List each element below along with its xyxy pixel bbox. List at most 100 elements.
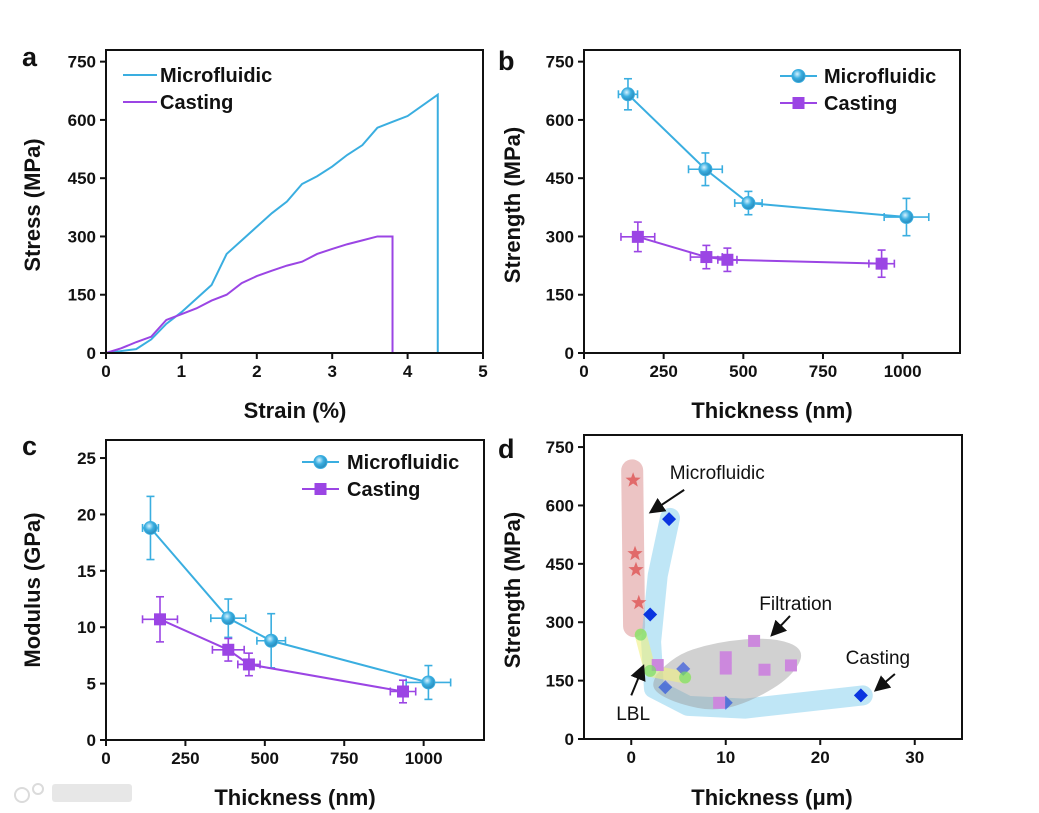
- data-point: [784, 659, 797, 672]
- x-axis-label: Thickness (nm): [214, 785, 375, 810]
- x-axis-label: Strain (%): [244, 398, 347, 423]
- data-point: [662, 512, 677, 527]
- data-point: [741, 196, 756, 211]
- y-tick-label: 750: [546, 438, 574, 457]
- plot-frame: [105, 439, 485, 741]
- legend-label: Casting: [160, 92, 233, 114]
- x-tick-label: 4: [403, 362, 413, 381]
- x-tick-label: 250: [171, 749, 199, 768]
- x-tick-label: 250: [649, 362, 677, 381]
- series-line: [105, 235, 394, 354]
- panel-b: 0 250 500 750 1000 0 150 300 450 600 750 Thickness …: [498, 46, 961, 423]
- series-lbl: [634, 628, 692, 684]
- data-point: [397, 685, 409, 698]
- annotation-label: Microfluidic: [670, 463, 765, 484]
- annotation-filtration: Filtration: [759, 594, 832, 637]
- y-tick-label: 750: [68, 53, 96, 72]
- y-tick-label: 300: [68, 227, 96, 246]
- x-tick-label: 0: [101, 362, 110, 381]
- x-tick-label: 750: [809, 362, 837, 381]
- x-tick-label: 0: [101, 749, 110, 768]
- panel-letter: b: [498, 46, 515, 76]
- x-axis-label: Thickness (nm): [691, 398, 852, 423]
- y-tick-label: 450: [546, 169, 574, 188]
- data-point: [719, 651, 732, 664]
- annotation-arrow: [630, 664, 646, 696]
- data-point: [721, 253, 734, 266]
- annotation-arrow: [873, 673, 896, 692]
- watermark-logo: [14, 783, 132, 803]
- series-microfluidic: [625, 472, 647, 610]
- x-tick-label: 20: [811, 748, 830, 767]
- legend: Microfluidic Casting: [780, 66, 936, 115]
- legend: Microfluidic Casting: [123, 65, 272, 114]
- series-filtration: [651, 634, 797, 709]
- series-casting: [620, 221, 896, 279]
- data-point: [698, 162, 713, 177]
- data-point: [713, 696, 726, 709]
- y-axis-label: Modulus (GPa): [20, 512, 45, 667]
- data-point: [154, 613, 166, 626]
- y-tick-label: 15: [77, 562, 96, 581]
- y-tick-label: 150: [546, 286, 574, 305]
- data-point: [719, 662, 732, 675]
- data-point: [620, 87, 635, 102]
- legend-marker: [313, 455, 328, 469]
- y-axis-label: Stress (MPa): [20, 138, 45, 271]
- data-point: [222, 643, 235, 656]
- legend-marker: [792, 97, 805, 109]
- data-point: [643, 607, 658, 622]
- panel-letter: c: [22, 431, 37, 461]
- data-point: [658, 680, 673, 695]
- y-tick-label: 10: [77, 618, 96, 637]
- x-tick-label: 0: [627, 748, 636, 767]
- y-tick-label: 300: [546, 613, 574, 632]
- y-tick-label: 600: [546, 111, 574, 130]
- annotation-label: LBL: [616, 704, 650, 725]
- x-tick-label: 5: [478, 362, 487, 381]
- annotation-lbl: LBL: [616, 664, 650, 725]
- panel-c: 0 250 500 750 1000 0 5 10 15 20 25 Thickness (nm) Mo…: [20, 431, 485, 810]
- data-point: [627, 545, 643, 561]
- x-tick-label: 500: [251, 749, 279, 768]
- annotation-label: Filtration: [759, 594, 832, 615]
- y-tick-label: 0: [565, 344, 574, 363]
- annotation-arrow: [648, 489, 685, 514]
- x-axis-label: Thickness (μm): [691, 785, 852, 810]
- y-axis-label: Strength (MPa): [500, 127, 525, 283]
- x-tick-label: 10: [716, 748, 735, 767]
- data-point: [758, 663, 771, 676]
- y-tick-label: 0: [87, 344, 96, 363]
- legend-marker: [791, 69, 806, 83]
- data-point: [700, 251, 713, 264]
- x-tick-label: 1: [177, 362, 186, 381]
- legend-label: Casting: [824, 93, 897, 115]
- legend-label: Microfluidic: [160, 65, 272, 87]
- data-point: [242, 658, 255, 671]
- series-line: [637, 235, 882, 265]
- data-point: [631, 594, 647, 610]
- region-casting: [641, 507, 873, 719]
- annotation-label: Casting: [846, 648, 910, 669]
- annotation-microfluidic: Microfluidic: [648, 463, 765, 514]
- y-tick-label: 25: [77, 449, 96, 468]
- series-microfluidic: [141, 495, 452, 701]
- series-line: [627, 93, 907, 219]
- data-point: [899, 210, 914, 225]
- legend-label: Casting: [347, 479, 420, 501]
- annotation-arrow: [770, 615, 791, 637]
- x-tick-label: 2: [252, 362, 261, 381]
- series-casting: [643, 512, 868, 710]
- legend-marker: [314, 483, 327, 495]
- x-tick-label: 1000: [405, 749, 443, 768]
- data-point: [628, 561, 644, 577]
- data-point: [853, 688, 868, 703]
- legend: Microfluidic Casting: [302, 452, 459, 501]
- y-tick-label: 600: [68, 111, 96, 130]
- y-tick-label: 450: [68, 169, 96, 188]
- data-point: [634, 628, 647, 641]
- series-casting: [105, 235, 394, 354]
- series-microfluidic: [105, 92, 439, 354]
- data-point: [625, 472, 641, 487]
